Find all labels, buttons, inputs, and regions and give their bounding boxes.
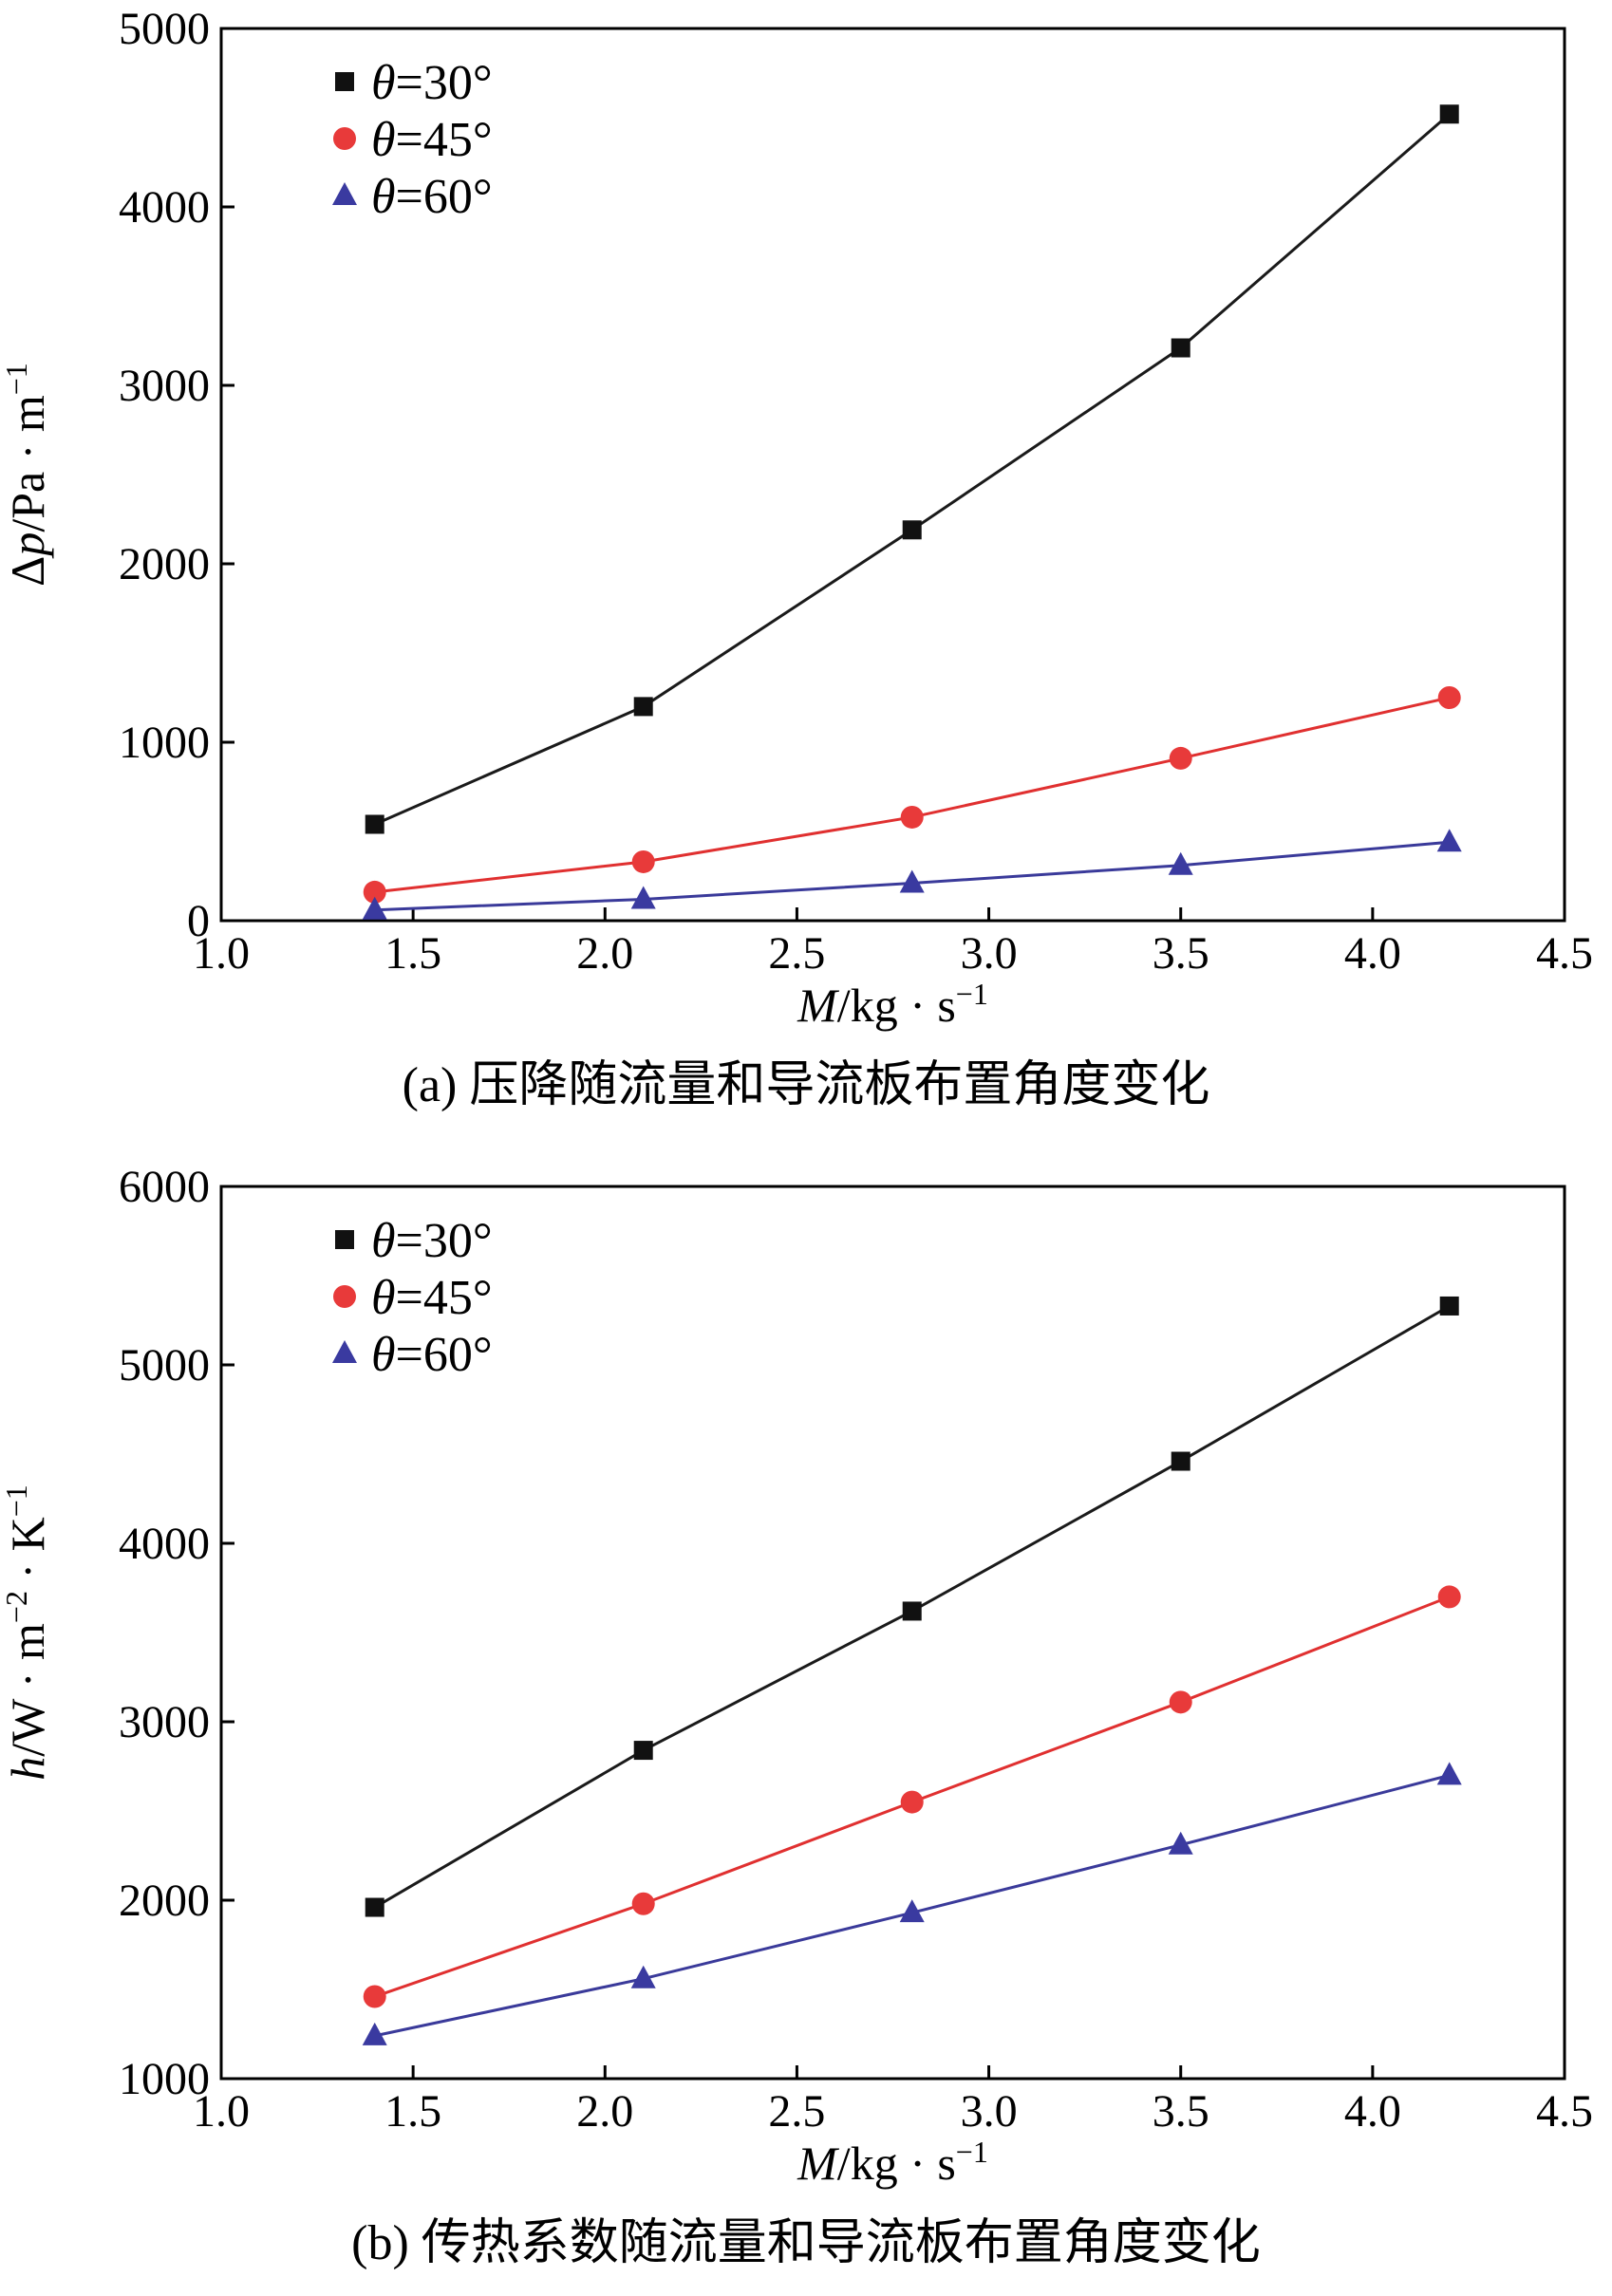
data-point [1171,338,1190,358]
data-point [1436,1762,1462,1785]
x-tick-label: 3.0 [961,2086,1018,2137]
data-point [1169,746,1192,770]
legend-label: θ=30° [371,56,493,110]
plot-frame [219,1185,1566,2081]
y-tick-label: 6000 [119,1162,210,1212]
data-point [1171,1451,1190,1471]
x-tick-label: 1.5 [384,928,441,979]
data-point [362,896,387,920]
legend-label: θ=30° [371,1214,493,1268]
x-tick-label: 2.0 [576,2086,633,2137]
x-tick-label: 3.5 [1153,2086,1209,2137]
x-tick-label: 4.5 [1536,2086,1593,2137]
plot-frame [219,27,1566,923]
y-tick-label: 1000 [119,2054,210,2104]
chart-panel-b: 1.0 1.5 2.0 2.5 3.0 3.5 4.0 4.5 1000 2000 3000 4000… [0,1148,1612,2296]
data-point [1439,104,1459,124]
data-point [902,520,922,540]
data-point [631,849,655,873]
y-axis-title: h/W · m−2 · K−1 [0,1484,54,1781]
data-point [630,1965,656,1988]
data-point [630,886,656,909]
legend-label: θ=45° [371,113,493,167]
data-point [900,1790,924,1814]
x-tick-label: 1.5 [384,2086,441,2137]
data-point [1168,851,1193,875]
data-point [365,1897,384,1917]
data-point [900,805,924,829]
y-tick-label: 0 [187,896,210,946]
x-axis-title: M/kg · s−1 [797,977,988,1032]
x-tick-label: 3.0 [961,928,1018,979]
data-point [362,2022,387,2045]
y-axis-title: Δp/Pa · m−1 [0,363,54,587]
legend-marker [333,1285,356,1308]
y-tick-label: 5000 [119,1340,210,1391]
y-tick-label: 4000 [119,1519,210,1569]
y-tick-label: 2000 [119,539,210,589]
x-tick-label: 1.0 [193,928,250,979]
pressure-drop-chart: 1.0 1.5 2.0 2.5 3.0 3.5 4.0 4.5 0 1000 2000 3000 400… [0,4,1593,1112]
legend-marker [332,1340,357,1363]
x-tick-label: 4.0 [1344,2086,1401,2137]
legend-marker [335,72,354,91]
data-point [899,869,925,893]
data-point [899,1899,925,1923]
x-axis-title: M/kg · s−1 [797,2135,988,2190]
data-point [365,814,384,834]
legend-marker [335,1230,354,1249]
data-point [631,1892,655,1915]
data-point [1436,829,1462,852]
x-tick-label: 1.0 [193,2086,250,2137]
data-point [633,697,653,717]
data-point [363,880,386,904]
data-point [1168,1831,1193,1855]
series-line-1 [374,113,1451,826]
y-tick-label: 1000 [119,718,210,768]
data-point [1437,1585,1461,1609]
figure-caption: (a) 压降随流量和导流板布置角度变化 [403,1058,1210,1112]
y-tick-label: 4000 [119,182,210,233]
data-point [902,1601,922,1621]
legend-label: θ=60° [371,170,493,224]
data-point [633,1741,653,1761]
chart-panel-a: 1.0 1.5 2.0 2.5 3.0 3.5 4.0 4.5 0 1000 2000 3000 400… [0,4,1593,1112]
data-point [363,1985,386,2008]
x-tick-label: 4.0 [1344,928,1401,979]
data-point [1169,1690,1192,1714]
y-tick-label: 3000 [119,361,210,411]
x-tick-label: 2.5 [768,2086,825,2137]
series-line-2 [374,696,1451,894]
legend-label: θ=60° [371,1328,493,1382]
x-tick-label: 3.5 [1153,928,1209,979]
data-point [1437,686,1461,709]
y-tick-label: 2000 [119,1876,210,1926]
legend-marker [332,182,357,205]
y-tick-label: 5000 [119,4,210,54]
x-tick-label: 2.5 [768,928,825,979]
y-tick-label: 3000 [119,1697,210,1747]
figure-caption: (b) 传热系数随流量和导流板布置角度变化 [351,2216,1261,2270]
legend-marker [333,127,356,150]
legend-label: θ=45° [371,1271,493,1325]
data-point [1439,1296,1459,1316]
heat-transfer-chart: 1.0 1.5 2.0 2.5 3.0 3.5 4.0 4.5 1000 2000 3000 4000… [0,1162,1593,2270]
x-tick-label: 4.5 [1536,928,1593,979]
x-tick-label: 2.0 [576,928,633,979]
